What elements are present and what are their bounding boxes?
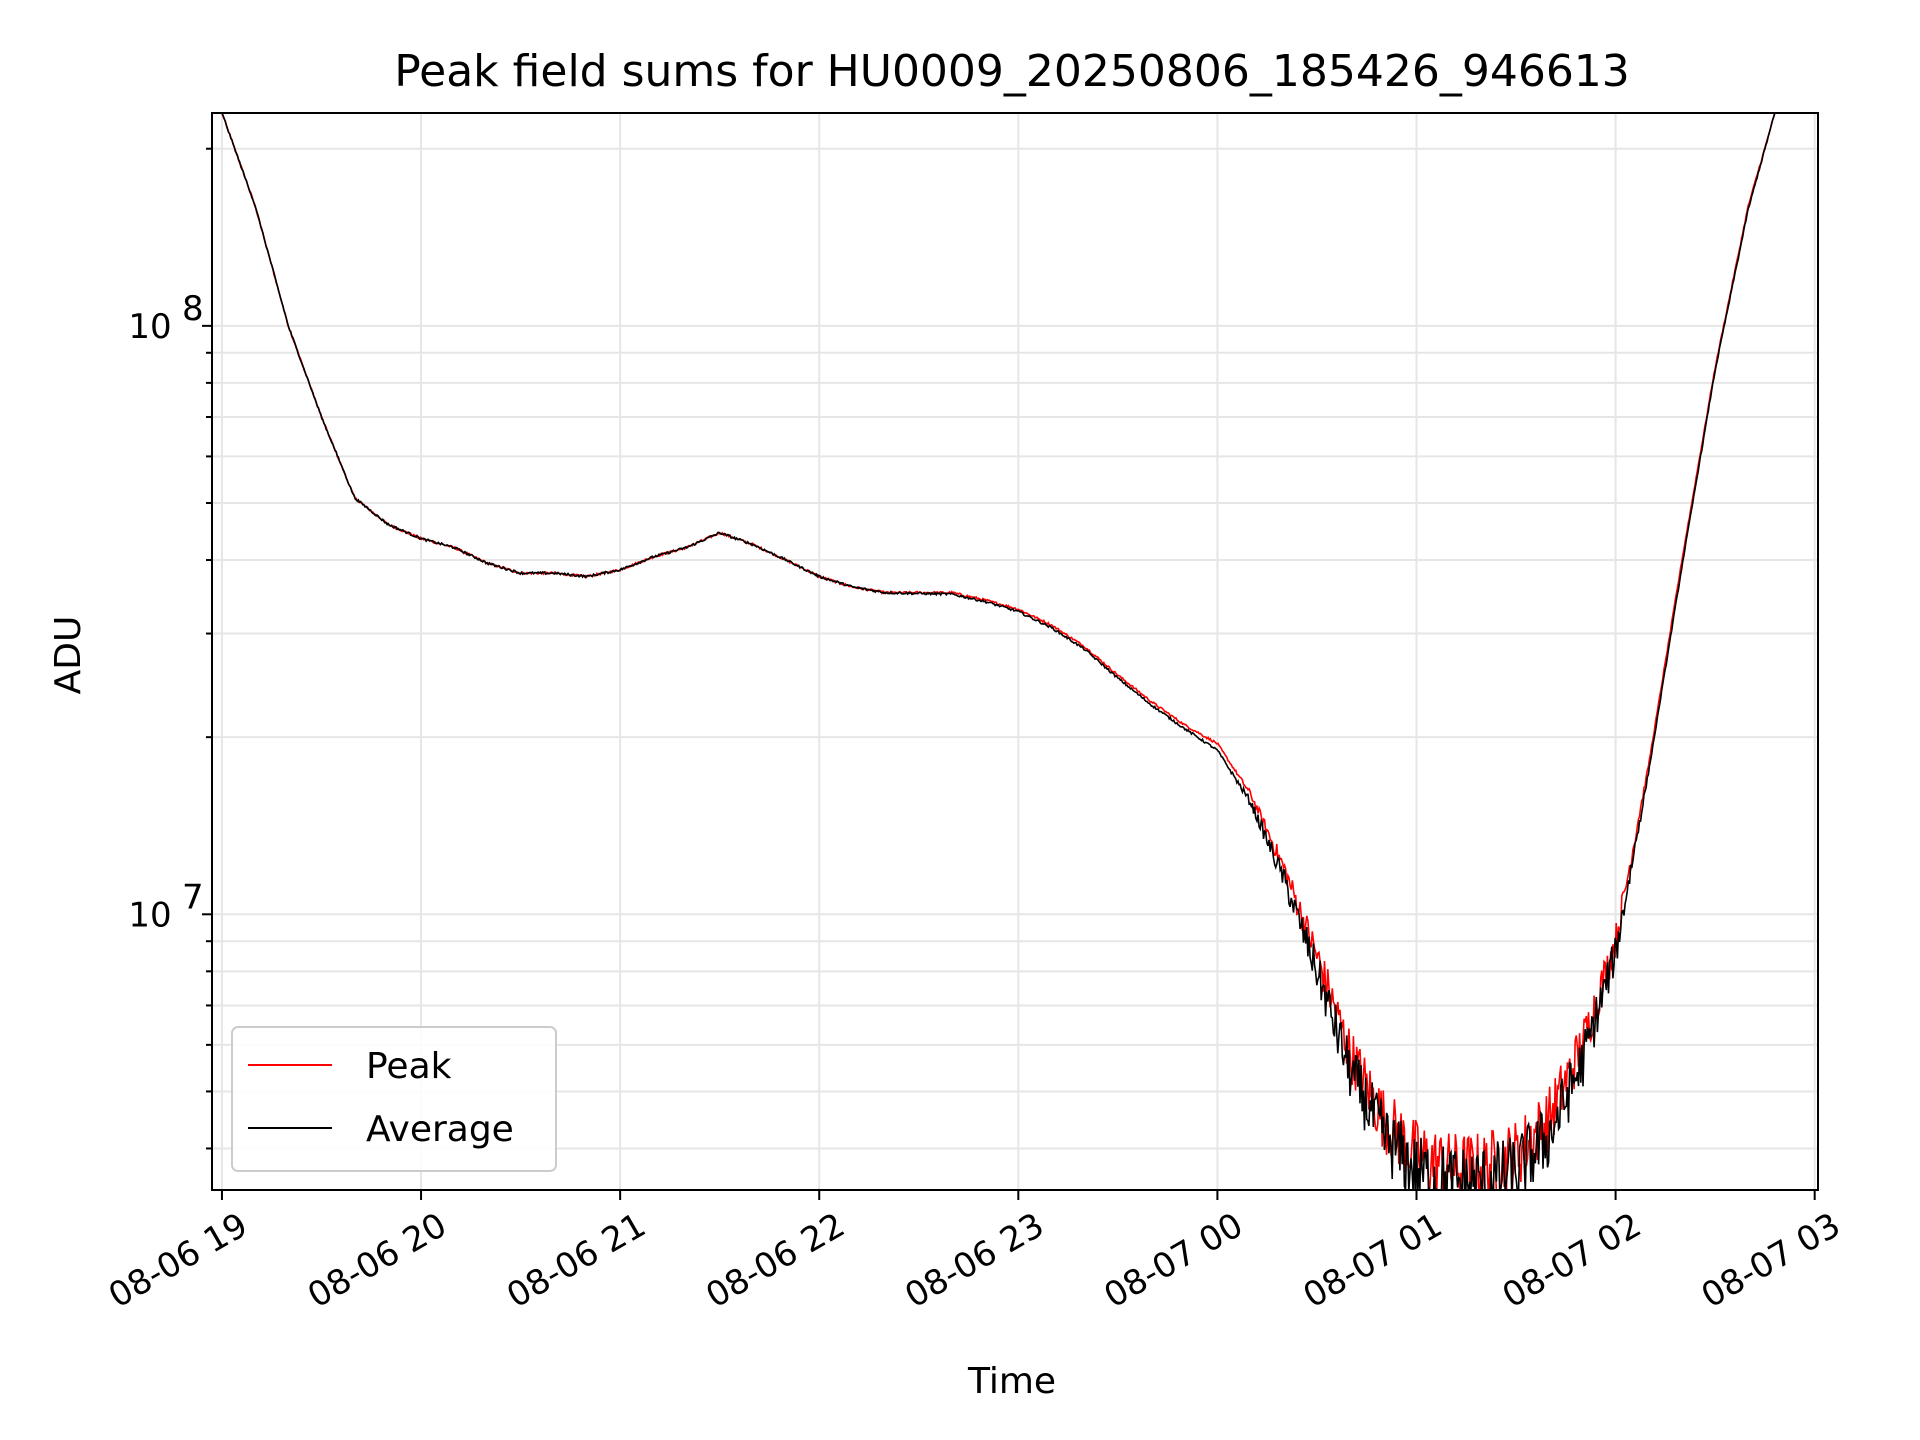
y-axis: 10 7 10 8 (128, 147, 212, 1150)
legend: Peak Average (231, 1026, 557, 1172)
y-tick-label: 10 (128, 307, 171, 347)
x-axis-label: Time (967, 1361, 1056, 1402)
plot-frame (211, 112, 1819, 1191)
legend-label-peak: Peak (366, 1046, 452, 1087)
y-tick-label: 10 (128, 895, 171, 935)
legend-box (231, 1026, 557, 1172)
series-layer (221, 113, 1776, 1190)
y-axis-label: ADU (48, 616, 89, 695)
y-tick-label-exponent: 7 (182, 877, 204, 917)
series-line-average (221, 113, 1776, 1190)
legend-label-average: Average (366, 1109, 514, 1150)
chart-title: Peak field sums for HU0009_20250806_1854… (394, 46, 1630, 97)
y-tick-label-exponent: 8 (182, 289, 204, 329)
